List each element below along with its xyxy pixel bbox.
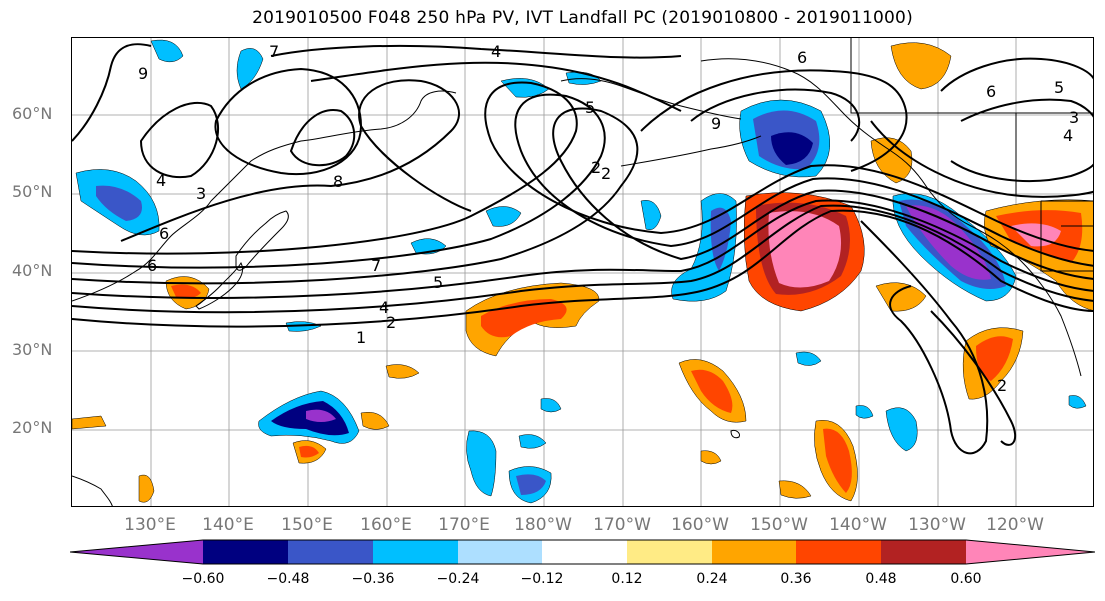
lon-label-130w: 130°W: [908, 515, 966, 535]
lon-label-150e: 150°E: [281, 515, 333, 535]
contour-label: 9: [711, 114, 721, 133]
contour-label: 3: [196, 184, 206, 203]
lon-label-170e: 170°E: [438, 515, 490, 535]
contour-label: 5: [433, 273, 443, 292]
lon-label-140w: 140°W: [829, 515, 887, 535]
contour-label: 4: [156, 171, 166, 190]
colorbar-segment: [881, 540, 966, 564]
colorbar-outline: [70, 539, 1095, 565]
colorbar-segment: [70, 540, 203, 564]
colorbar-tick: −0.48: [266, 571, 310, 587]
pv-contours: [72, 43, 1093, 455]
lat-label-40n: 40°N: [12, 261, 53, 280]
lon-label-120w: 120°W: [986, 515, 1044, 535]
lon-label-140e: 140°E: [202, 515, 254, 535]
map-panel: 1 2 4 5 6 7 8 9 4 2 5 6 3 2 6 4 7 6 5 3 …: [71, 37, 1094, 507]
colorbar-segment: [627, 540, 712, 564]
contour-label: 7: [269, 42, 279, 61]
contour-label: 3: [1069, 108, 1079, 127]
contour-label: 7: [371, 256, 381, 275]
contour-label: 4: [1063, 126, 1073, 145]
contour-label: 4: [491, 42, 501, 61]
colorbar-tick: 0.48: [865, 571, 897, 587]
colorbar-tick: −0.60: [181, 571, 225, 587]
colorbar-segment: [288, 540, 373, 564]
colorbar-segment: [796, 540, 881, 564]
colorbar-tick: 0.60: [950, 571, 982, 587]
contour-label: 5: [585, 98, 595, 117]
colorbar-tick: −0.12: [520, 571, 564, 587]
map-title: 2019010500 F048 250 hPa PV, IVT Landfall…: [252, 8, 913, 28]
lat-label-30n: 30°N: [12, 340, 53, 359]
contour-label: 4: [379, 298, 389, 317]
lon-label-130e: 130°E: [124, 515, 176, 535]
lat-label-20n: 20°N: [12, 418, 53, 437]
lon-label-150w: 150°W: [750, 515, 808, 535]
lon-label-180w: 180°W: [514, 515, 572, 535]
contour-label: 2: [386, 313, 396, 332]
coastlines: [72, 38, 1093, 506]
lat-label-50n: 50°N: [12, 182, 53, 201]
colorbar-segment: [203, 540, 288, 564]
contour-label: 2: [601, 164, 611, 183]
colorbar-segment: [542, 540, 627, 564]
map-canvas: 1 2 4 5 6 7 8 9 4 2 5 6 3 2 6 4 7 6 5 3 …: [72, 38, 1093, 506]
ivt-anomaly-fills: [72, 39, 1093, 504]
colorbar-tick: −0.24: [436, 571, 480, 587]
contour-label: 2: [997, 376, 1007, 395]
lon-label-160e: 160°E: [360, 515, 412, 535]
colorbar-segment: [373, 540, 458, 564]
lon-label-170w: 170°W: [593, 515, 651, 535]
colorbar-segment: [458, 540, 542, 564]
colorbar-tick: 0.12: [611, 571, 643, 587]
lon-label-160w: 160°W: [671, 515, 729, 535]
colorbar-segment: [966, 540, 1095, 564]
contour-label: 9: [138, 64, 148, 83]
contour-label: 6: [797, 48, 807, 67]
contour-label: 6: [159, 224, 169, 243]
contour-label: 6: [986, 82, 996, 101]
contour-label: 5: [1054, 78, 1064, 97]
contour-label: 8: [333, 172, 343, 191]
colorbar: [70, 539, 1095, 565]
contour-label: 6: [147, 256, 157, 275]
contour-label: 1: [356, 328, 366, 347]
contour-labels: 1 2 4 5 6 7 8 9 4 2 5 6 3 2 6 4 7 6 5 3 …: [138, 42, 1079, 395]
colorbar-tick: 0.36: [780, 571, 812, 587]
colorbar-tick: −0.36: [351, 571, 395, 587]
colorbar-segments: [70, 539, 1095, 565]
lat-label-60n: 60°N: [12, 104, 53, 123]
contour-label: 2: [591, 158, 601, 177]
colorbar-tick: 0.24: [696, 571, 728, 587]
colorbar-segment: [712, 540, 796, 564]
